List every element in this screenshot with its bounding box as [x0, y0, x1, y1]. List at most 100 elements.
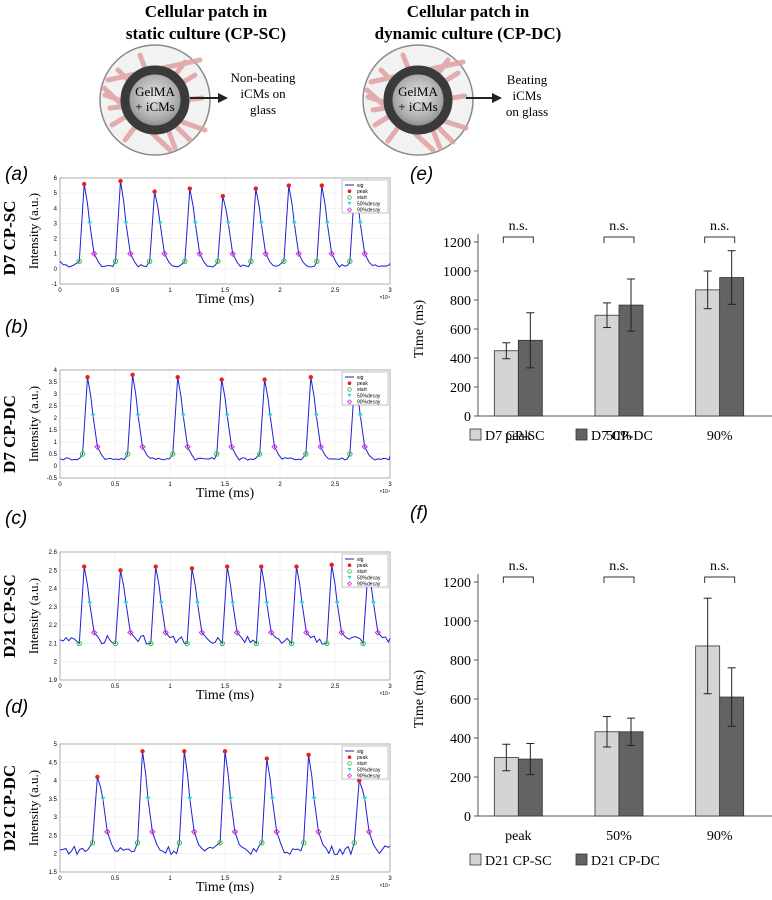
decay50-marker — [87, 601, 93, 606]
dish-left: GelMA + iCMs — [99, 44, 211, 156]
y-tick-label: 400 — [450, 352, 471, 367]
start-marker — [288, 640, 295, 647]
start-marker — [253, 640, 260, 647]
legend-swatch — [347, 393, 352, 398]
decay50-marker — [228, 796, 233, 801]
legend-swatch — [347, 575, 352, 580]
bar — [493, 350, 519, 417]
decay50-marker — [258, 221, 264, 226]
legend-label: start — [357, 761, 367, 767]
legend-swatch — [347, 563, 352, 567]
peak-marker — [95, 774, 100, 780]
legend-label: 50%decay — [357, 767, 381, 773]
start-marker — [314, 258, 320, 264]
start-marker — [170, 451, 176, 457]
significance-bracket — [704, 236, 736, 243]
x-axis-label: Time (ms) — [196, 486, 255, 501]
start-marker — [347, 451, 353, 457]
x-tick-label: 1.5 — [221, 482, 230, 488]
start-marker — [89, 840, 96, 846]
result-left-2: iCMs on — [240, 86, 286, 101]
y-tick-label: 2.5 — [49, 568, 58, 574]
row-label: D21 CP-SC — [0, 574, 19, 658]
y-tick-label: 6 — [54, 176, 58, 182]
gridlines — [59, 551, 391, 681]
x-tick-label: 2.5 — [331, 482, 340, 488]
peak-marker — [329, 562, 334, 567]
decay50-marker — [192, 221, 198, 226]
start-marker — [360, 640, 366, 647]
x-tick-label: 1 — [168, 288, 172, 294]
y-axis-label: Time (ms) — [412, 300, 427, 359]
decay50-marker — [224, 413, 230, 418]
decay50-marker — [299, 601, 305, 606]
legend-label: peak — [357, 381, 368, 387]
y-tick-label: 1.5 — [49, 870, 58, 876]
y-tick-label: 0 — [54, 464, 58, 470]
decay90-marker — [229, 250, 236, 257]
header-right: Cellular patch in dynamic culture (CP-DC… — [362, 2, 561, 156]
decay90-marker — [267, 629, 275, 636]
legend-swatch — [347, 767, 352, 772]
x-tick-label: 3 — [388, 288, 392, 294]
y-tick-label: 5 — [54, 742, 58, 748]
x-tick-label: 90% — [707, 829, 733, 844]
decay90-marker — [198, 629, 206, 636]
legend-label: sig — [357, 183, 364, 189]
legend-swatch — [347, 761, 352, 766]
y-tick-label: 2.1 — [49, 641, 58, 647]
start-marker — [281, 258, 287, 264]
decay90-marker — [374, 629, 382, 636]
significance-label: n.s. — [710, 219, 729, 234]
y-tick-label: 3 — [54, 815, 58, 821]
gridlines — [59, 743, 391, 873]
gridlines — [59, 369, 391, 479]
decay50-marker — [123, 601, 129, 606]
y-tick-label: 4.5 — [49, 760, 58, 766]
legend-label: start — [357, 387, 367, 393]
y-tick-label: 2 — [54, 660, 58, 666]
dish-right: GelMA + iCMs — [362, 44, 474, 156]
decay50-marker — [269, 796, 275, 801]
row-label: D7 CP-DC — [0, 395, 19, 473]
legend-label: peak — [357, 563, 368, 569]
x-tick-label: 1 — [168, 684, 172, 690]
peak-marker — [189, 566, 195, 571]
gel-ring — [120, 65, 190, 135]
y-tick-label: 400 — [450, 732, 471, 747]
signal-line — [59, 180, 391, 268]
x-tick-label: 1.5 — [221, 876, 230, 882]
x-tick-label: 0 — [58, 876, 62, 882]
decay90-marker — [161, 250, 168, 257]
chart-c: (c) D21 CP-SC 1.9 2 2.1 2.2 2.3 2.4 2.5 2.6 0 0.5 1 1… — [0, 508, 392, 703]
decay90-marker — [196, 250, 203, 257]
legend-label: sig — [357, 375, 364, 381]
legend-label: sig — [357, 749, 364, 755]
y-tick-label: 2 — [54, 237, 58, 243]
decay50-marker — [324, 221, 330, 226]
x-tick-label: 0.5 — [111, 288, 120, 294]
dish-right-label-1: GelMA — [398, 84, 438, 99]
decay50-marker — [264, 601, 270, 606]
start-marker — [214, 451, 220, 457]
peak-marker — [220, 193, 225, 199]
significance-bracket — [502, 576, 534, 583]
x-tick-label: 2 — [278, 684, 282, 690]
decay90-marker — [365, 828, 373, 835]
y-tick-label: 2.5 — [49, 404, 58, 410]
dish-left-label-1: GelMA — [135, 84, 175, 99]
decay90-marker — [104, 828, 111, 835]
x-tick-label: 3 — [388, 482, 392, 488]
start-marker — [184, 640, 190, 647]
start-marker — [217, 840, 223, 846]
peak-marker — [82, 181, 87, 187]
start-marker — [134, 840, 141, 846]
decay50-marker — [357, 221, 363, 226]
decay90-marker — [315, 828, 322, 835]
y-tick-label: 1 — [54, 440, 58, 446]
y-tick-label: 4 — [54, 779, 58, 785]
y-tick-label: 1.9 — [49, 678, 58, 684]
y-tick-label: 1000 — [443, 265, 471, 280]
peak-marker — [264, 756, 269, 761]
legend-swatch — [347, 755, 352, 759]
